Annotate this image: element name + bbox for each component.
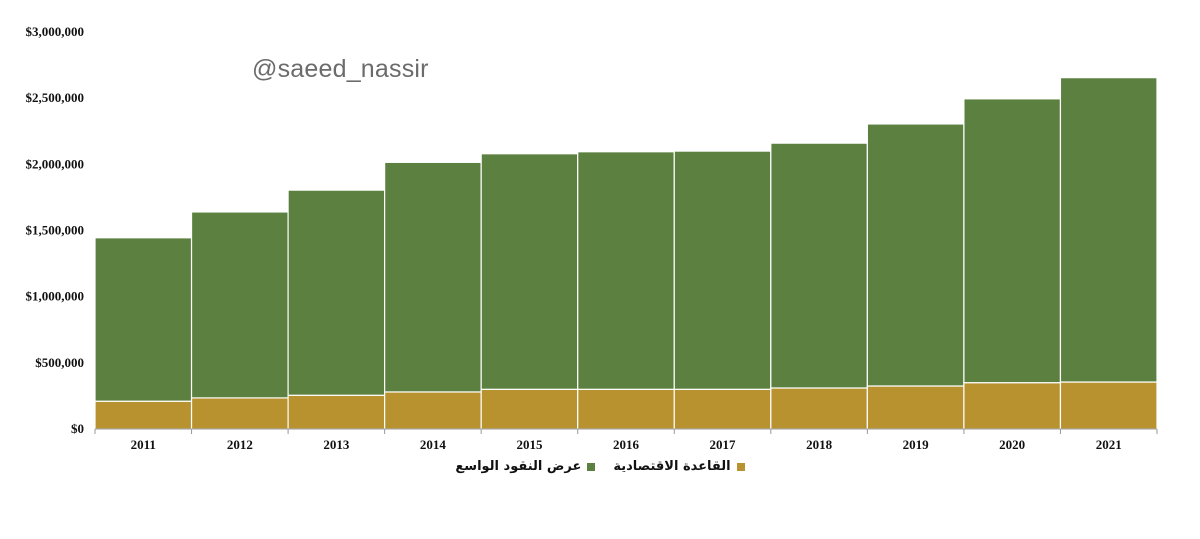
bar-segment-broad-money (287, 189, 386, 396)
x-tick-label: 2016 (613, 437, 640, 452)
x-tick-label: 2014 (420, 437, 447, 452)
x-tick-label: 2015 (516, 437, 543, 452)
x-tick-label: 2012 (227, 437, 253, 452)
watermark-handle: @saeed_nassir (252, 55, 429, 83)
legend-label-broad-money: عرض النقود الواسع (455, 459, 582, 474)
bar-segment-broad-money (190, 211, 289, 399)
legend-swatch-broad-money (587, 462, 596, 471)
legend-item-base: القاعدة الاقتصادية (613, 459, 745, 474)
y-tick-label: $0 (71, 421, 84, 436)
bar-segment-broad-money (673, 150, 772, 390)
y-tick-label: $2,500,000 (26, 90, 85, 105)
bar-segment-base (1059, 381, 1158, 430)
legend-item-broad-money: عرض النقود الواسع (455, 459, 596, 474)
x-tick-label: 2011 (131, 437, 156, 452)
y-axis-tick-labels: $0 $500,000 $1,000,000 $1,500,000 $2,000,000… (26, 24, 85, 436)
bar-segment-broad-money (770, 142, 868, 389)
bar-segment-base (190, 397, 289, 430)
bar-segment-base (963, 382, 1062, 430)
bar-segment-base (866, 385, 965, 430)
legend-label-base: القاعدة الاقتصادية (613, 459, 731, 474)
x-axis-tick-labels: 2011 2012 2013 2014 2015 2016 2017 2018 2019 2020… (131, 437, 1122, 452)
bar-segment-broad-money (480, 153, 579, 390)
x-axis (94, 428, 1158, 434)
legend-swatch-base (736, 462, 745, 471)
y-tick-label: $500,000 (35, 355, 84, 370)
bar-segment-base (384, 391, 482, 430)
y-tick-label: $2,000,000 (26, 156, 85, 171)
bar-segment-broad-money (1059, 77, 1158, 383)
x-tick-label: 2013 (323, 437, 350, 452)
x-tick-label: 2020 (999, 437, 1025, 452)
bars-group (94, 77, 1158, 430)
x-tick-label: 2017 (710, 437, 737, 452)
bar-segment-base (577, 388, 675, 430)
bar-segment-broad-money (577, 151, 675, 390)
y-tick-label: $1,000,000 (26, 289, 85, 304)
bar-segment-base (673, 388, 772, 430)
x-tick-label: 2019 (903, 437, 930, 452)
y-tick-label: $3,000,000 (26, 24, 85, 39)
bar-segment-base (287, 394, 386, 430)
bar-segment-broad-money (94, 237, 193, 402)
bar-segment-broad-money (963, 98, 1062, 384)
bar-segment-base (770, 387, 868, 430)
x-tick-label: 2018 (806, 437, 833, 452)
bar-segment-base (480, 388, 579, 430)
x-tick-label: 2021 (1096, 437, 1122, 452)
legend: القاعدة الاقتصادية عرض النقود الواسع (0, 459, 1200, 474)
bar-segment-base (94, 400, 193, 430)
bar-segment-broad-money (866, 123, 965, 387)
bar-segment-broad-money (384, 161, 482, 393)
y-tick-label: $1,500,000 (26, 223, 85, 238)
